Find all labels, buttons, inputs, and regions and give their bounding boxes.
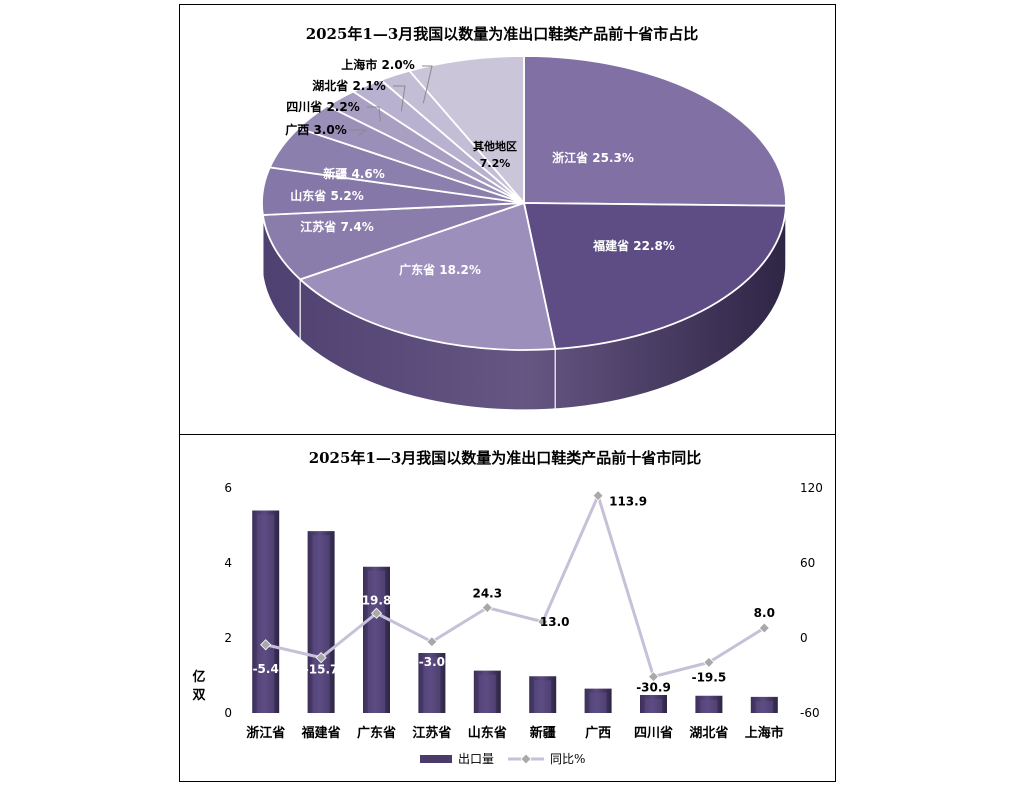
combo-bars [252,510,778,713]
yoy-marker-2 [370,607,383,619]
bar-face-1 [312,535,330,713]
yoy-line [265,494,766,679]
y-axis-unit-char: 亿 [192,669,205,685]
yoy-marker-3 [426,636,438,648]
legend-line-label: 同比% [550,752,585,766]
category-3: 江苏省 [412,725,451,741]
category-1: 福建省 [301,725,341,741]
pie-slice-2 [298,201,557,351]
left-tick-2: 2 [224,631,232,645]
yoy-label-8: -19.5 [692,670,727,684]
pie-leader-6 [349,129,368,137]
yoy-label-1: -15.7 [304,663,339,677]
combo-legend: 出口量 同比% [420,752,585,766]
legend-bar-label: 出口量 [458,752,494,766]
bar-face-6 [589,692,607,713]
yoy-label-9: 8.0 [754,606,775,620]
right-tick-60: 60 [800,556,815,570]
yoy-label-0: -5.4 [253,662,279,676]
yoy-label-2: 19.8 [362,593,392,607]
pie-chart: 2025年1—3月我国以数量为准出口鞋类产品前十省市占比 浙江省 25.3% 福建… [261,25,787,411]
combo-category-labels: 浙江省 福建省 广东省 江苏省 山东省 新疆 广西 四川省 湖北省 上海市 [246,725,784,741]
pie-label-7: 四川省 2.2% [286,99,359,114]
legend-bar-swatch [420,755,452,763]
right-tick-0: 0 [800,631,808,645]
yoy-marker-5 [537,616,549,628]
pie-label-9: 上海市 2.0% [341,57,414,72]
category-0: 浙江省 [246,725,285,741]
yoy-marker-8 [703,656,715,668]
left-tick-0: 0 [224,706,232,720]
yoy-label-6: 113.9 [609,495,647,509]
yoy-label-5: 13.0 [540,615,570,629]
category-8: 湖北省 [689,725,728,741]
category-9: 上海市 [745,725,784,741]
pie-label-10: 其他地区 [473,139,517,153]
pie-slice-1 [522,202,787,350]
pie-label-6: 广西 3.0% [285,122,346,137]
combo-title: 2025年1—3月我国以数量为准出口鞋类产品前十省市同比 [309,449,702,467]
pie-label-0: 浙江省 25.3% [552,150,634,165]
pie-title: 2025年1—3月我国以数量为准出口鞋类产品前十省市占比 [306,25,699,43]
yoy-marker-9 [758,622,770,634]
y-axis-unit-char: 双 [192,688,205,703]
combo-line: -5.4 -15.7 19.8 -3.0 24.3 13.0 113.9 -30.9 -19.5… [253,490,775,695]
yoy-marker-4 [481,602,493,614]
yoy-marker-6 [592,490,604,502]
pie-label-10-value: 7.2% [480,157,511,170]
category-2: 广东省 [357,725,396,741]
yoy-marker-7 [647,671,660,683]
left-tick-6: 6 [224,481,232,495]
yoy-marker-0 [260,639,272,651]
yoy-label-4: 24.3 [472,587,502,601]
pie-slice-10 [407,55,525,206]
panel-divider [180,434,835,435]
yoy-label-3: -3.0 [419,655,445,669]
pie-label-5: 新疆 4.6% [323,166,384,181]
yoy-marker-1 [315,652,327,664]
pie-leader-7 [367,106,381,122]
bar-face-5 [534,680,552,713]
bar-face-0 [257,514,275,713]
right-tick--60: -60 [800,706,820,720]
legend-line-marker [520,753,532,765]
combo-axes: 0 2 4 6 -60 0 60 120 亿双 [192,481,822,720]
category-4: 山东省 [468,725,507,741]
bar-face-4 [478,674,496,713]
category-6: 广西 [585,725,611,741]
pie-leader-lines [349,65,433,137]
bar-face-3 [423,657,441,713]
bar-face-2 [368,570,385,713]
pie-leader-8 [393,85,406,112]
pie-label-1: 福建省 22.8% [592,238,675,253]
pie-label-8: 湖北省 2.1% [312,78,385,93]
yoy-label-7: -30.9 [636,681,671,695]
pie-label-3: 江苏省 7.4% [300,219,373,234]
pie-label-2: 广东省 18.2% [399,262,481,277]
pie-label-4: 山东省 5.2% [290,188,363,203]
pie-leader-9 [422,65,433,104]
bar-face-8 [700,699,718,713]
pie-labels: 浙江省 25.3% 福建省 22.8% 广东省 18.2% 江苏省 7.4% 山东省 5… [285,57,675,277]
left-tick-4: 4 [224,556,232,570]
category-7: 四川省 [634,725,673,741]
right-tick-120: 120 [800,481,823,495]
category-5: 新疆 [530,725,556,741]
pie-slice-0 [523,55,787,207]
bar-face-7 [645,699,662,713]
pie-slice-3 [261,202,525,281]
bar-face-9 [755,700,773,713]
